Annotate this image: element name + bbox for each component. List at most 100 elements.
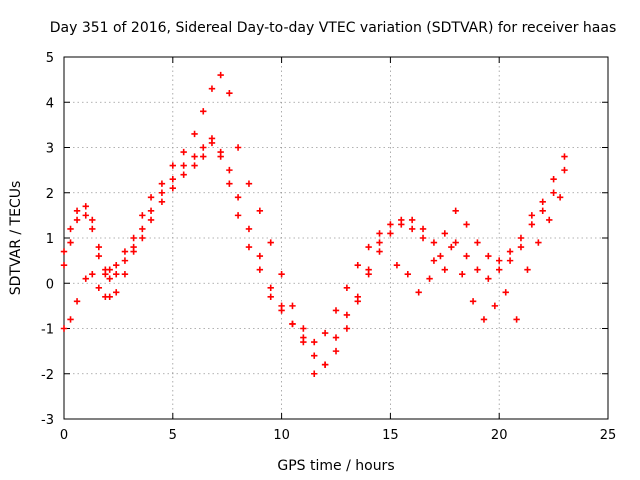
data-point [332, 347, 340, 355]
data-point [419, 234, 427, 242]
y-tick-label: 1 [46, 232, 54, 247]
grid-lines [64, 57, 608, 419]
data-point [321, 361, 329, 368]
data-point [376, 239, 383, 246]
data-point [106, 275, 113, 282]
y-tick-label: -1 [41, 323, 54, 338]
data-point [130, 234, 137, 242]
data-point [73, 216, 81, 224]
data-point [67, 225, 74, 233]
data-point [496, 257, 503, 264]
data-point [158, 180, 166, 187]
data-point [408, 216, 416, 224]
data-point [89, 225, 96, 233]
data-point [256, 207, 264, 215]
y-tick-label: 3 [46, 142, 54, 157]
data-point [419, 225, 427, 233]
data-point [147, 194, 155, 201]
data-point [393, 261, 401, 269]
data-point [354, 261, 361, 269]
data-point [311, 370, 318, 377]
data-point [474, 239, 481, 246]
data-point [365, 243, 372, 251]
data-point [437, 252, 444, 260]
data-point [463, 221, 470, 228]
data-point [180, 148, 187, 156]
data-point [300, 325, 307, 332]
data-point [300, 334, 307, 341]
data-point [550, 189, 557, 196]
data-point [539, 207, 546, 215]
data-point [539, 198, 546, 205]
data-point [191, 130, 198, 138]
data-point [234, 144, 242, 151]
data-point [95, 243, 103, 251]
data-point [343, 325, 351, 332]
data-point [169, 185, 176, 192]
data-point [180, 162, 187, 169]
data-point [354, 293, 361, 301]
data-point [245, 180, 253, 187]
data-point [95, 252, 103, 260]
data-point [561, 166, 568, 174]
data-point [278, 271, 285, 278]
data-point [106, 293, 113, 301]
data-point [528, 221, 536, 228]
data-point [267, 284, 274, 291]
data-point [365, 266, 372, 273]
data-point [289, 302, 296, 310]
data-point [485, 275, 492, 282]
data-point [139, 212, 146, 219]
data-point [121, 248, 129, 255]
data-point [441, 266, 448, 273]
y-tick-label: 4 [46, 96, 54, 111]
data-point [311, 352, 318, 359]
data-point [82, 203, 89, 210]
x-tick-label: 25 [600, 428, 617, 443]
data-point [524, 266, 531, 273]
x-tick-label: 0 [60, 428, 68, 443]
data-point [102, 271, 109, 278]
data-point [245, 225, 253, 233]
data-point [415, 289, 422, 296]
data-point [535, 239, 542, 246]
data-point [82, 275, 89, 282]
data-point [463, 252, 470, 260]
data-point [267, 293, 274, 301]
data-point [459, 271, 466, 278]
data-point [217, 71, 224, 79]
data-point [528, 212, 536, 219]
data-point [200, 153, 207, 160]
data-point [256, 266, 264, 273]
data-point [404, 271, 412, 278]
data-point [561, 153, 568, 160]
data-point [376, 248, 383, 255]
data-point [448, 243, 455, 251]
x-axis-label: GPS time / hours [277, 458, 394, 474]
data-point [550, 175, 557, 183]
data-point [321, 329, 329, 337]
data-point [491, 302, 499, 310]
data-point [398, 221, 405, 228]
chart-title: Day 351 of 2016, Sidereal Day-to-day VTE… [50, 20, 617, 36]
series-track-c [60, 139, 564, 377]
data-point [387, 230, 394, 237]
data-point [226, 166, 233, 174]
data-point [513, 316, 520, 323]
data-point [121, 257, 129, 264]
data-point [67, 239, 74, 246]
data-point [158, 189, 166, 196]
axis-ticks: 0 5 10 15 20 25 -3 -2 -1 0 1 2 3 4 5 [41, 51, 616, 443]
data-point [546, 216, 553, 224]
data-point [430, 239, 438, 246]
data-point [485, 252, 492, 260]
data-point [226, 90, 233, 97]
data-point [217, 153, 224, 160]
x-tick-label: 20 [491, 428, 508, 443]
data-point [430, 257, 438, 264]
data-point [245, 243, 253, 251]
data-point [332, 334, 340, 341]
data-point [517, 243, 525, 251]
data-point [376, 230, 383, 237]
